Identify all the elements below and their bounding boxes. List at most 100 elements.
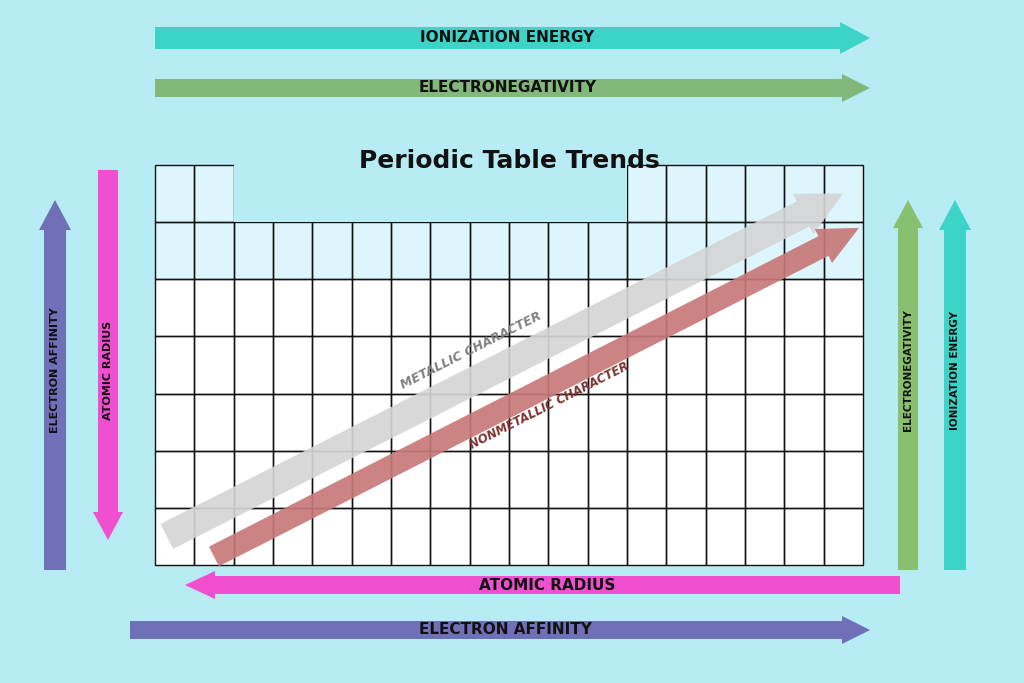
Bar [784, 337, 823, 393]
Bar [667, 393, 706, 451]
Bar [627, 222, 667, 279]
Bar [627, 165, 667, 222]
Bar [706, 222, 745, 279]
Text: ELECTRONEGATIVITY: ELECTRONEGATIVITY [903, 309, 913, 431]
Bar [430, 451, 470, 508]
Bar [627, 451, 667, 508]
Bar [430, 279, 470, 337]
Bar [391, 337, 430, 393]
Bar [155, 279, 195, 337]
Bar [233, 165, 627, 222]
Bar [273, 222, 312, 279]
Bar [470, 279, 509, 337]
Text: ELECTRON AFFINITY: ELECTRON AFFINITY [50, 307, 60, 433]
Bar [588, 222, 627, 279]
Bar [745, 165, 784, 222]
Bar [627, 279, 667, 337]
Bar [273, 279, 312, 337]
Bar [233, 393, 273, 451]
Bar [667, 222, 706, 279]
Bar [195, 279, 233, 337]
Bar [430, 393, 470, 451]
Bar [667, 165, 706, 222]
Bar [155, 393, 195, 451]
Bar [470, 393, 509, 451]
Bar [823, 222, 863, 279]
Bar [667, 279, 706, 337]
Bar [233, 222, 273, 279]
Bar [548, 337, 588, 393]
Bar [548, 222, 588, 279]
Bar [391, 451, 430, 508]
Text: ELECTRONEGATIVITY: ELECTRONEGATIVITY [419, 81, 597, 96]
Bar [706, 337, 745, 393]
Bar [784, 165, 823, 222]
Bar [430, 337, 470, 393]
Bar [823, 393, 863, 451]
Bar [627, 393, 667, 451]
Bar [509, 393, 548, 451]
Bar [509, 451, 548, 508]
Bar [548, 279, 588, 337]
Bar [233, 508, 273, 565]
Bar [706, 165, 745, 222]
Bar [430, 508, 470, 565]
Bar [627, 337, 667, 393]
Text: IONIZATION ENERGY: IONIZATION ENERGY [421, 31, 595, 46]
Bar [548, 508, 588, 565]
Bar [470, 508, 509, 565]
FancyArrow shape [939, 200, 971, 570]
FancyArrow shape [39, 200, 71, 570]
Bar [351, 337, 391, 393]
Bar [391, 393, 430, 451]
Bar [823, 337, 863, 393]
Text: NONMETALLIC CHARACTER: NONMETALLIC CHARACTER [468, 360, 631, 452]
Bar [273, 337, 312, 393]
Bar [195, 165, 233, 222]
Bar [391, 279, 430, 337]
Bar [667, 508, 706, 565]
Bar [823, 451, 863, 508]
Bar [823, 508, 863, 565]
Bar [273, 393, 312, 451]
Bar [588, 279, 627, 337]
FancyArrow shape [161, 193, 844, 549]
Bar [195, 337, 233, 393]
Bar [784, 508, 823, 565]
Bar [351, 393, 391, 451]
FancyArrow shape [155, 22, 870, 54]
Bar [745, 393, 784, 451]
Bar [351, 508, 391, 565]
Bar [745, 279, 784, 337]
Bar [155, 165, 195, 222]
Bar [667, 451, 706, 508]
Bar [195, 222, 233, 279]
Bar [706, 279, 745, 337]
Bar [784, 279, 823, 337]
Bar [430, 222, 470, 279]
Bar [745, 337, 784, 393]
Text: METALLIC CHARACTER: METALLIC CHARACTER [398, 310, 544, 392]
Bar [312, 337, 351, 393]
Bar [155, 279, 863, 565]
FancyArrow shape [93, 170, 123, 540]
Text: Periodic Table Trends: Periodic Table Trends [358, 149, 659, 173]
Bar [667, 337, 706, 393]
Bar [509, 279, 548, 337]
Bar [509, 508, 548, 565]
Bar [548, 451, 588, 508]
Bar [470, 451, 509, 508]
FancyArrow shape [130, 616, 870, 644]
Bar [195, 451, 233, 508]
Bar [155, 337, 195, 393]
Bar [155, 508, 195, 565]
Bar [745, 508, 784, 565]
Bar [351, 451, 391, 508]
Bar [784, 451, 823, 508]
Bar [391, 222, 430, 279]
Bar [351, 222, 391, 279]
Bar [745, 451, 784, 508]
Bar [312, 279, 351, 337]
Text: ATOMIC RADIUS: ATOMIC RADIUS [103, 320, 113, 419]
Bar [470, 222, 509, 279]
